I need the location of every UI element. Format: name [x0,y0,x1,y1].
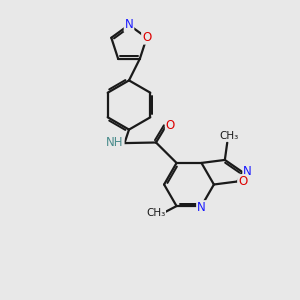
Text: N: N [124,18,134,32]
Text: N: N [197,201,206,214]
Text: CH₃: CH₃ [219,131,239,141]
Text: O: O [166,118,175,132]
Text: CH₃: CH₃ [146,208,165,218]
Text: O: O [142,31,151,44]
Text: O: O [238,175,247,188]
Text: NH: NH [106,136,124,149]
Text: N: N [243,165,252,178]
